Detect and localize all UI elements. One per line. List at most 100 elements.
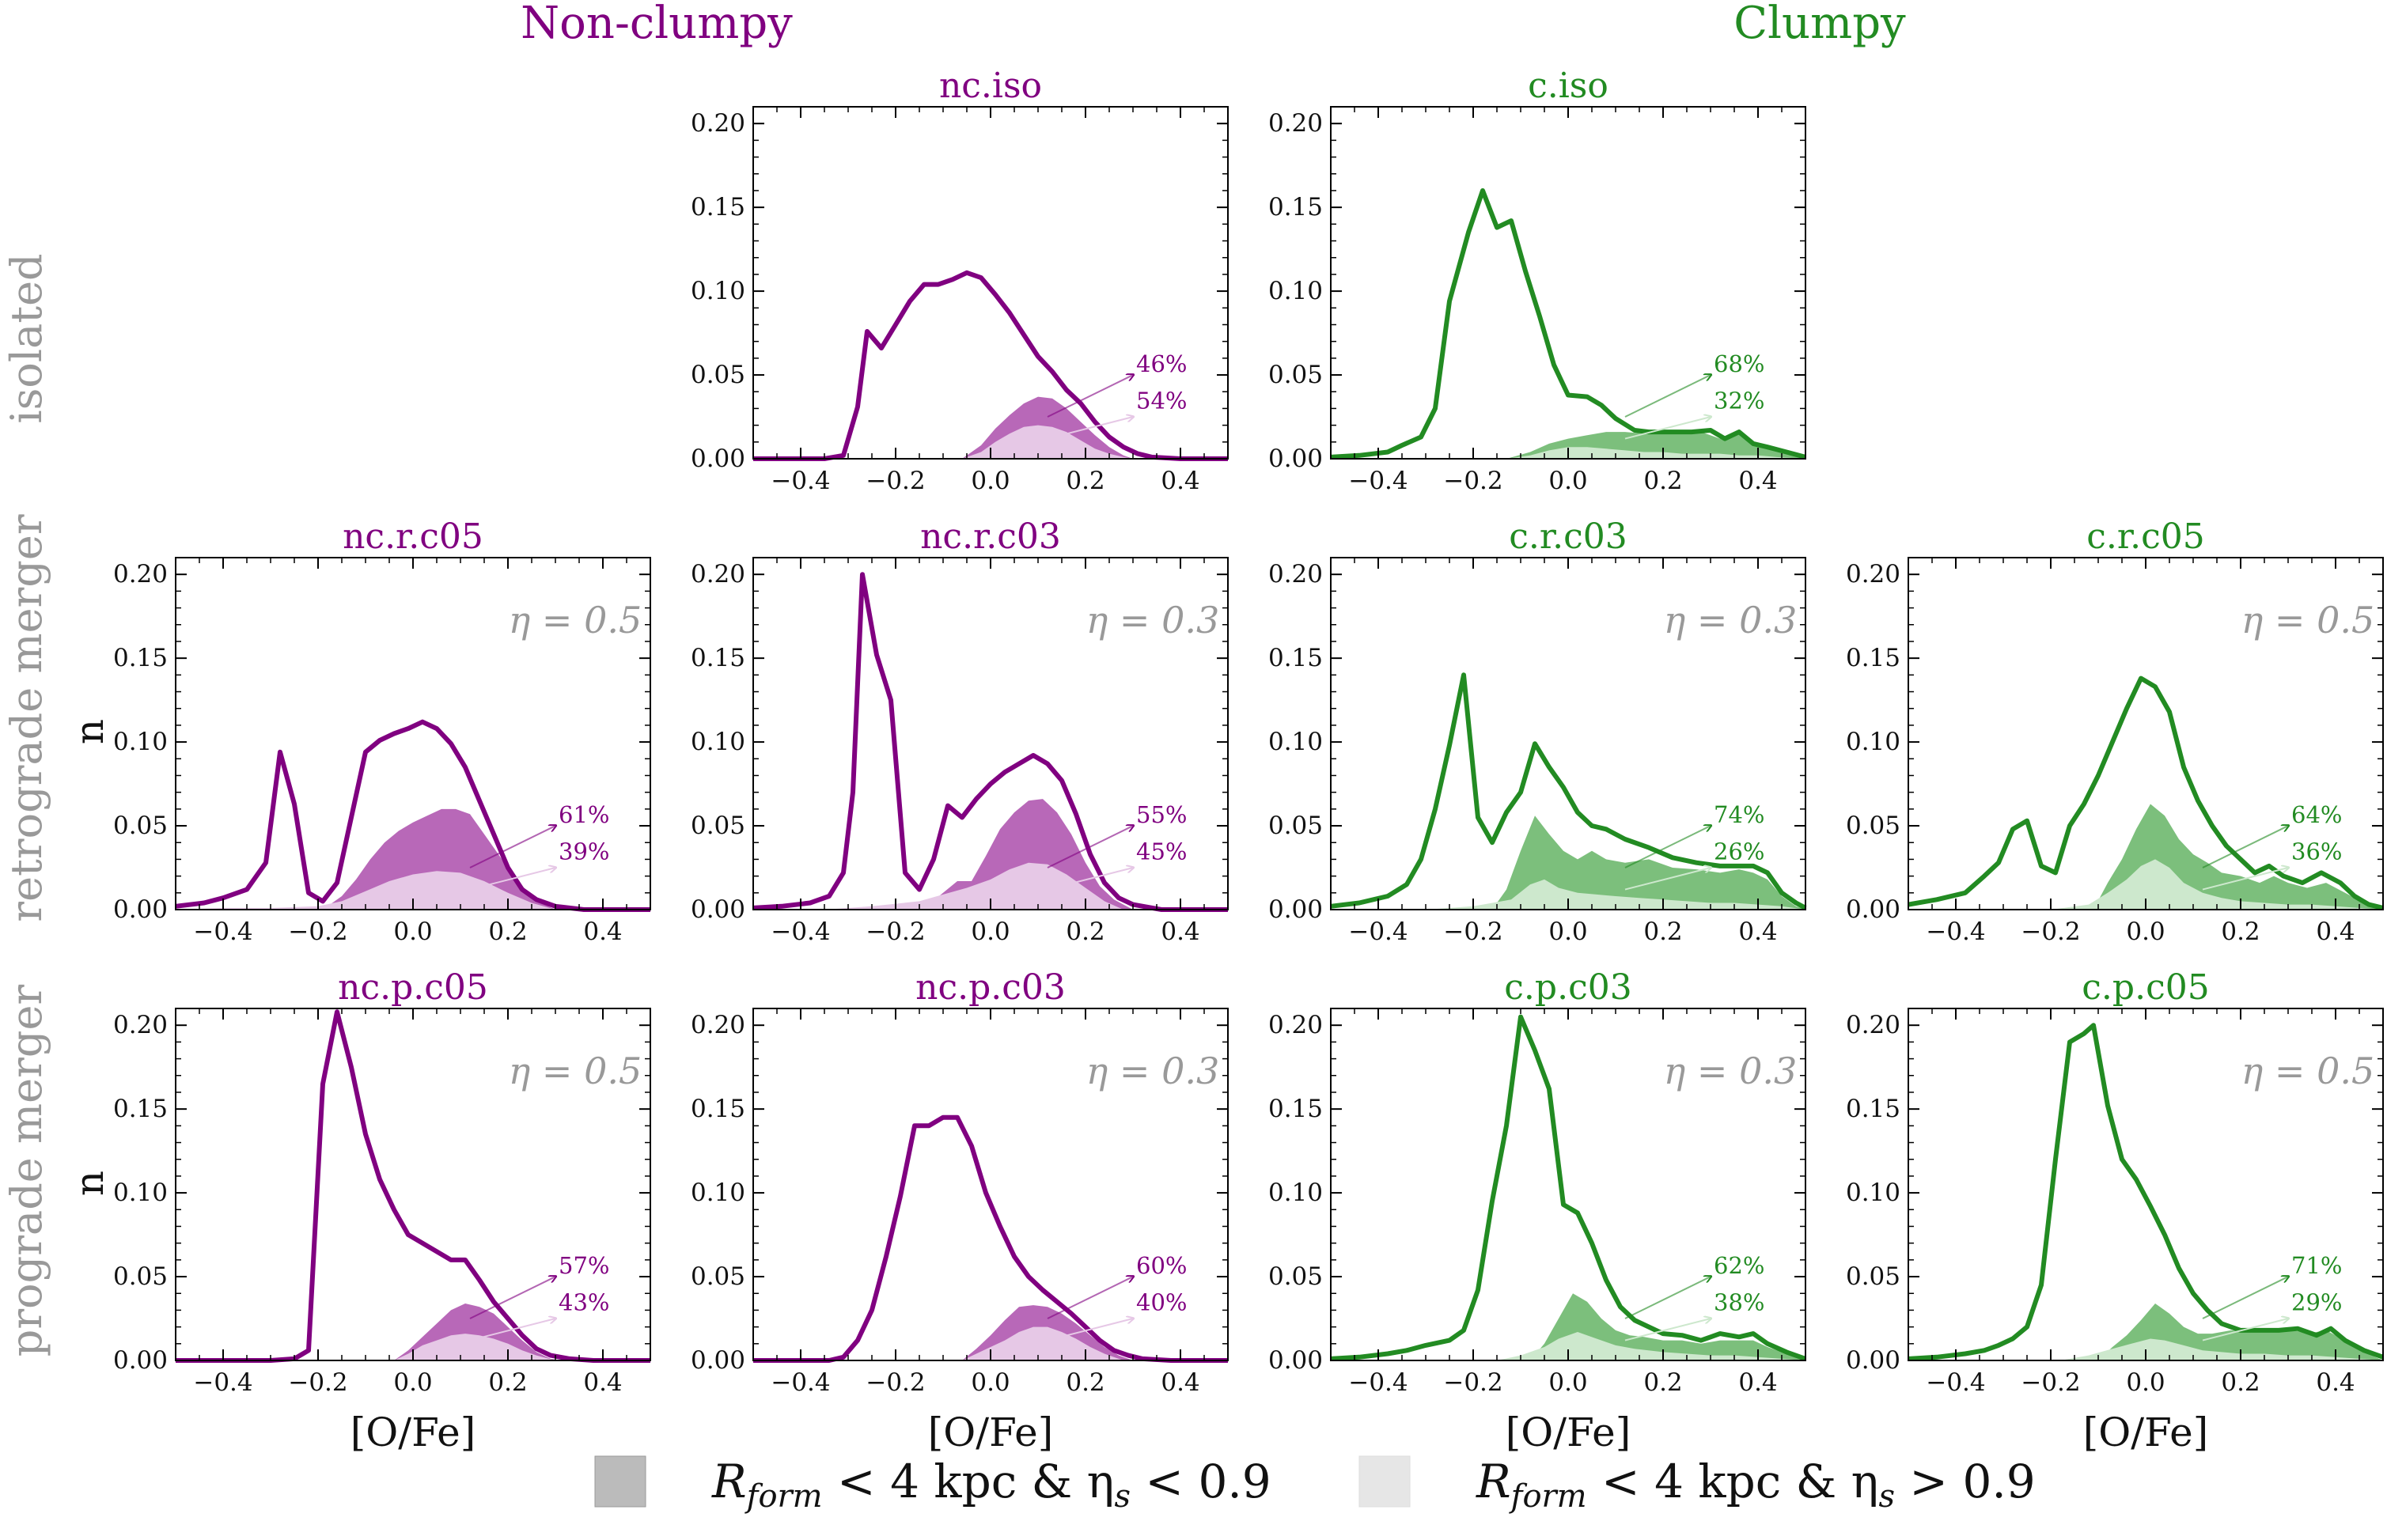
ytick-label: 0.15	[691, 193, 745, 221]
ytick-label: 0.10	[1268, 1179, 1323, 1207]
x-axis-label-col1: [O/Fe]	[350, 1409, 476, 1455]
panel-nc_r_c05: 0.00 0.05 0.10 0.15 0.20 −0.4 −0.2 0.0 0.2 0.4 nc.…	[113, 516, 651, 946]
legend-swatch-light	[1358, 1455, 1411, 1508]
panel-title-nc_r_c05: nc.r.c05	[343, 516, 483, 557]
pct-arrow-light-c_r_c05	[2202, 868, 2288, 891]
area-light-c_r_c05	[2051, 859, 2383, 910]
ytick-label: 0.05	[691, 1262, 745, 1291]
y-axis-label-retrograde: n	[66, 719, 112, 744]
xtick-label: 0.0	[1548, 467, 1587, 495]
pct-arrow-dark-c_iso	[1624, 375, 1711, 418]
ytick-label: 0.05	[1268, 1262, 1323, 1291]
series-line-nc_r_c05	[175, 719, 650, 912]
panel-nc_p_c05: 0.00 0.05 0.10 0.15 0.20 −0.4 −0.2 0.0 0.2 0.4 nc.…	[113, 967, 651, 1397]
ytick-label: 0.10	[1846, 1179, 1900, 1207]
ytick-label: 0.15	[1268, 1095, 1323, 1123]
pct-light-nc_p_c05: 43%	[559, 1289, 609, 1316]
pct-dark-nc_r_c05: 61%	[559, 801, 609, 828]
series-line-nc_p_c03	[753, 1114, 1228, 1363]
ytick-label: 0.00	[1268, 1346, 1323, 1375]
pct-arrow-dark-nc_p_c05	[469, 1277, 555, 1319]
panel-title-nc_r_c03: nc.r.c03	[920, 516, 1061, 557]
ytick-label: 0.20	[1268, 1011, 1323, 1039]
legend: Rform < 4 kpc & ηs < 0.9 Rform < 4 kpc &…	[594, 1455, 2036, 1515]
pct-arrow-dark-c_r_c03	[1624, 826, 1711, 868]
xtick-label: 0.2	[1643, 467, 1682, 495]
pct-light-nc_iso: 54%	[1136, 388, 1187, 414]
area-light-nc_r_c03	[824, 862, 1123, 910]
pct-arrow-light-c_p_c05	[2202, 1319, 2288, 1341]
ytick-label: 0.05	[691, 361, 745, 389]
ytick-label: 0.20	[1846, 1011, 1900, 1039]
panels-group: 0.00 0.05 0.10 0.15 0.20 −0.4 −0.2 0.0 0.2 0.4 nc.…	[113, 66, 2385, 1397]
xtick-label: 0.2	[488, 918, 527, 946]
ytick-label: 0.10	[113, 728, 168, 756]
xtick-label: −0.4	[771, 918, 830, 946]
series-line-nc_r_c03	[752, 572, 1228, 912]
xtick-label: −0.2	[1443, 918, 1502, 946]
pct-light-c_r_c03: 26%	[1714, 838, 1764, 865]
y-axis-label-prograde: n	[66, 1171, 112, 1196]
eta-annotation-c_p_c03: η = 0.3	[1664, 1050, 1798, 1092]
pct-arrow-light-nc_p_c03	[1047, 1319, 1133, 1341]
pct-light-c_p_c05: 29%	[2291, 1289, 2342, 1316]
xtick-label: −0.4	[771, 1368, 830, 1397]
xtick-label: 0.0	[971, 467, 1010, 495]
area-dark-nc_r_c05	[309, 808, 555, 910]
xtick-label: 0.4	[583, 1368, 622, 1397]
xtick-label: −0.4	[1348, 918, 1408, 946]
column-title-clumpy: Clumpy	[1733, 0, 1906, 49]
eta-annotation-c_p_c05: η = 0.5	[2241, 1050, 2375, 1092]
ytick-label: 0.15	[691, 644, 745, 672]
xtick-label: 0.4	[1738, 1368, 1777, 1397]
xtick-label: 0.0	[1548, 1368, 1587, 1397]
eta-annotation-nc_p_c05: η = 0.5	[509, 1050, 642, 1092]
area-light-nc_iso	[962, 425, 1133, 459]
xtick-label: −0.4	[1926, 1368, 1985, 1397]
area-light-nc_p_c03	[962, 1326, 1123, 1360]
ytick-label: 0.05	[1268, 361, 1323, 389]
xtick-label: 0.4	[1738, 918, 1777, 946]
ytick-label: 0.05	[113, 812, 168, 840]
xtick-label: 0.2	[1066, 467, 1104, 495]
panel-title-c_r_c03: c.r.c03	[1509, 516, 1627, 557]
xtick-label: 0.4	[583, 918, 622, 946]
x-axis-label-col2: [O/Fe]	[928, 1409, 1053, 1455]
ytick-label: 0.05	[1846, 1262, 1900, 1291]
ytick-label: 0.10	[691, 1179, 745, 1207]
pct-dark-c_r_c05: 64%	[2291, 801, 2342, 828]
xtick-label: −0.4	[1348, 467, 1408, 495]
panel-c_r_c03: 0.00 0.05 0.10 0.15 0.20 −0.4 −0.2 0.0 0.2 0.4 c.r…	[1268, 516, 1807, 946]
ytick-label: 0.10	[691, 277, 745, 305]
xtick-label: 0.2	[2221, 918, 2260, 946]
pct-arrow-dark-nc_r_c05	[469, 826, 555, 868]
panel-c_p_c03: 0.00 0.05 0.10 0.15 0.20 −0.4 −0.2 0.0 0.2 0.4 c.p…	[1268, 967, 1807, 1397]
pct-light-nc_r_c05: 39%	[559, 838, 609, 865]
pct-light-nc_r_c03: 45%	[1136, 838, 1187, 865]
panel-nc_p_c03: 0.00 0.05 0.10 0.15 0.20 −0.4 −0.2 0.0 0.2 0.4 nc.…	[691, 967, 1229, 1397]
xtick-label: 0.4	[1161, 1368, 1199, 1397]
pct-dark-nc_p_c03: 60%	[1136, 1252, 1187, 1279]
panel-title-nc_p_c05: nc.p.c05	[338, 967, 488, 1008]
eta-annotation-nc_p_c03: η = 0.3	[1086, 1050, 1220, 1092]
ytick-label: 0.10	[1846, 728, 1900, 756]
series-line-nc_p_c05	[176, 1009, 650, 1363]
ytick-label: 0.20	[691, 109, 745, 138]
xtick-label: −0.4	[193, 1368, 252, 1397]
pct-light-c_r_c05: 36%	[2291, 838, 2342, 865]
xtick-label: 0.2	[1066, 918, 1104, 946]
panel-title-c_iso: c.iso	[1528, 66, 1608, 106]
ytick-label: 0.10	[691, 728, 745, 756]
xtick-label: −0.2	[1443, 467, 1502, 495]
ytick-label: 0.20	[113, 1011, 168, 1039]
pct-arrow-light-nc_p_c05	[469, 1319, 555, 1341]
xtick-label: 0.4	[1738, 467, 1777, 495]
panel-c_iso: 0.00 0.05 0.10 0.15 0.20 −0.4 −0.2 0.0 0.2 0.4 c.i…	[1268, 66, 1806, 495]
ytick-label: 0.20	[1268, 560, 1323, 588]
xtick-label: −0.2	[2021, 1368, 2080, 1397]
ytick-label: 0.00	[1268, 445, 1323, 473]
xtick-label: −0.4	[771, 467, 830, 495]
pct-arrow-light-nc_r_c05	[469, 868, 555, 891]
row-label-isolated: isolated	[2, 253, 51, 423]
series-line-c_iso	[1330, 188, 1806, 460]
